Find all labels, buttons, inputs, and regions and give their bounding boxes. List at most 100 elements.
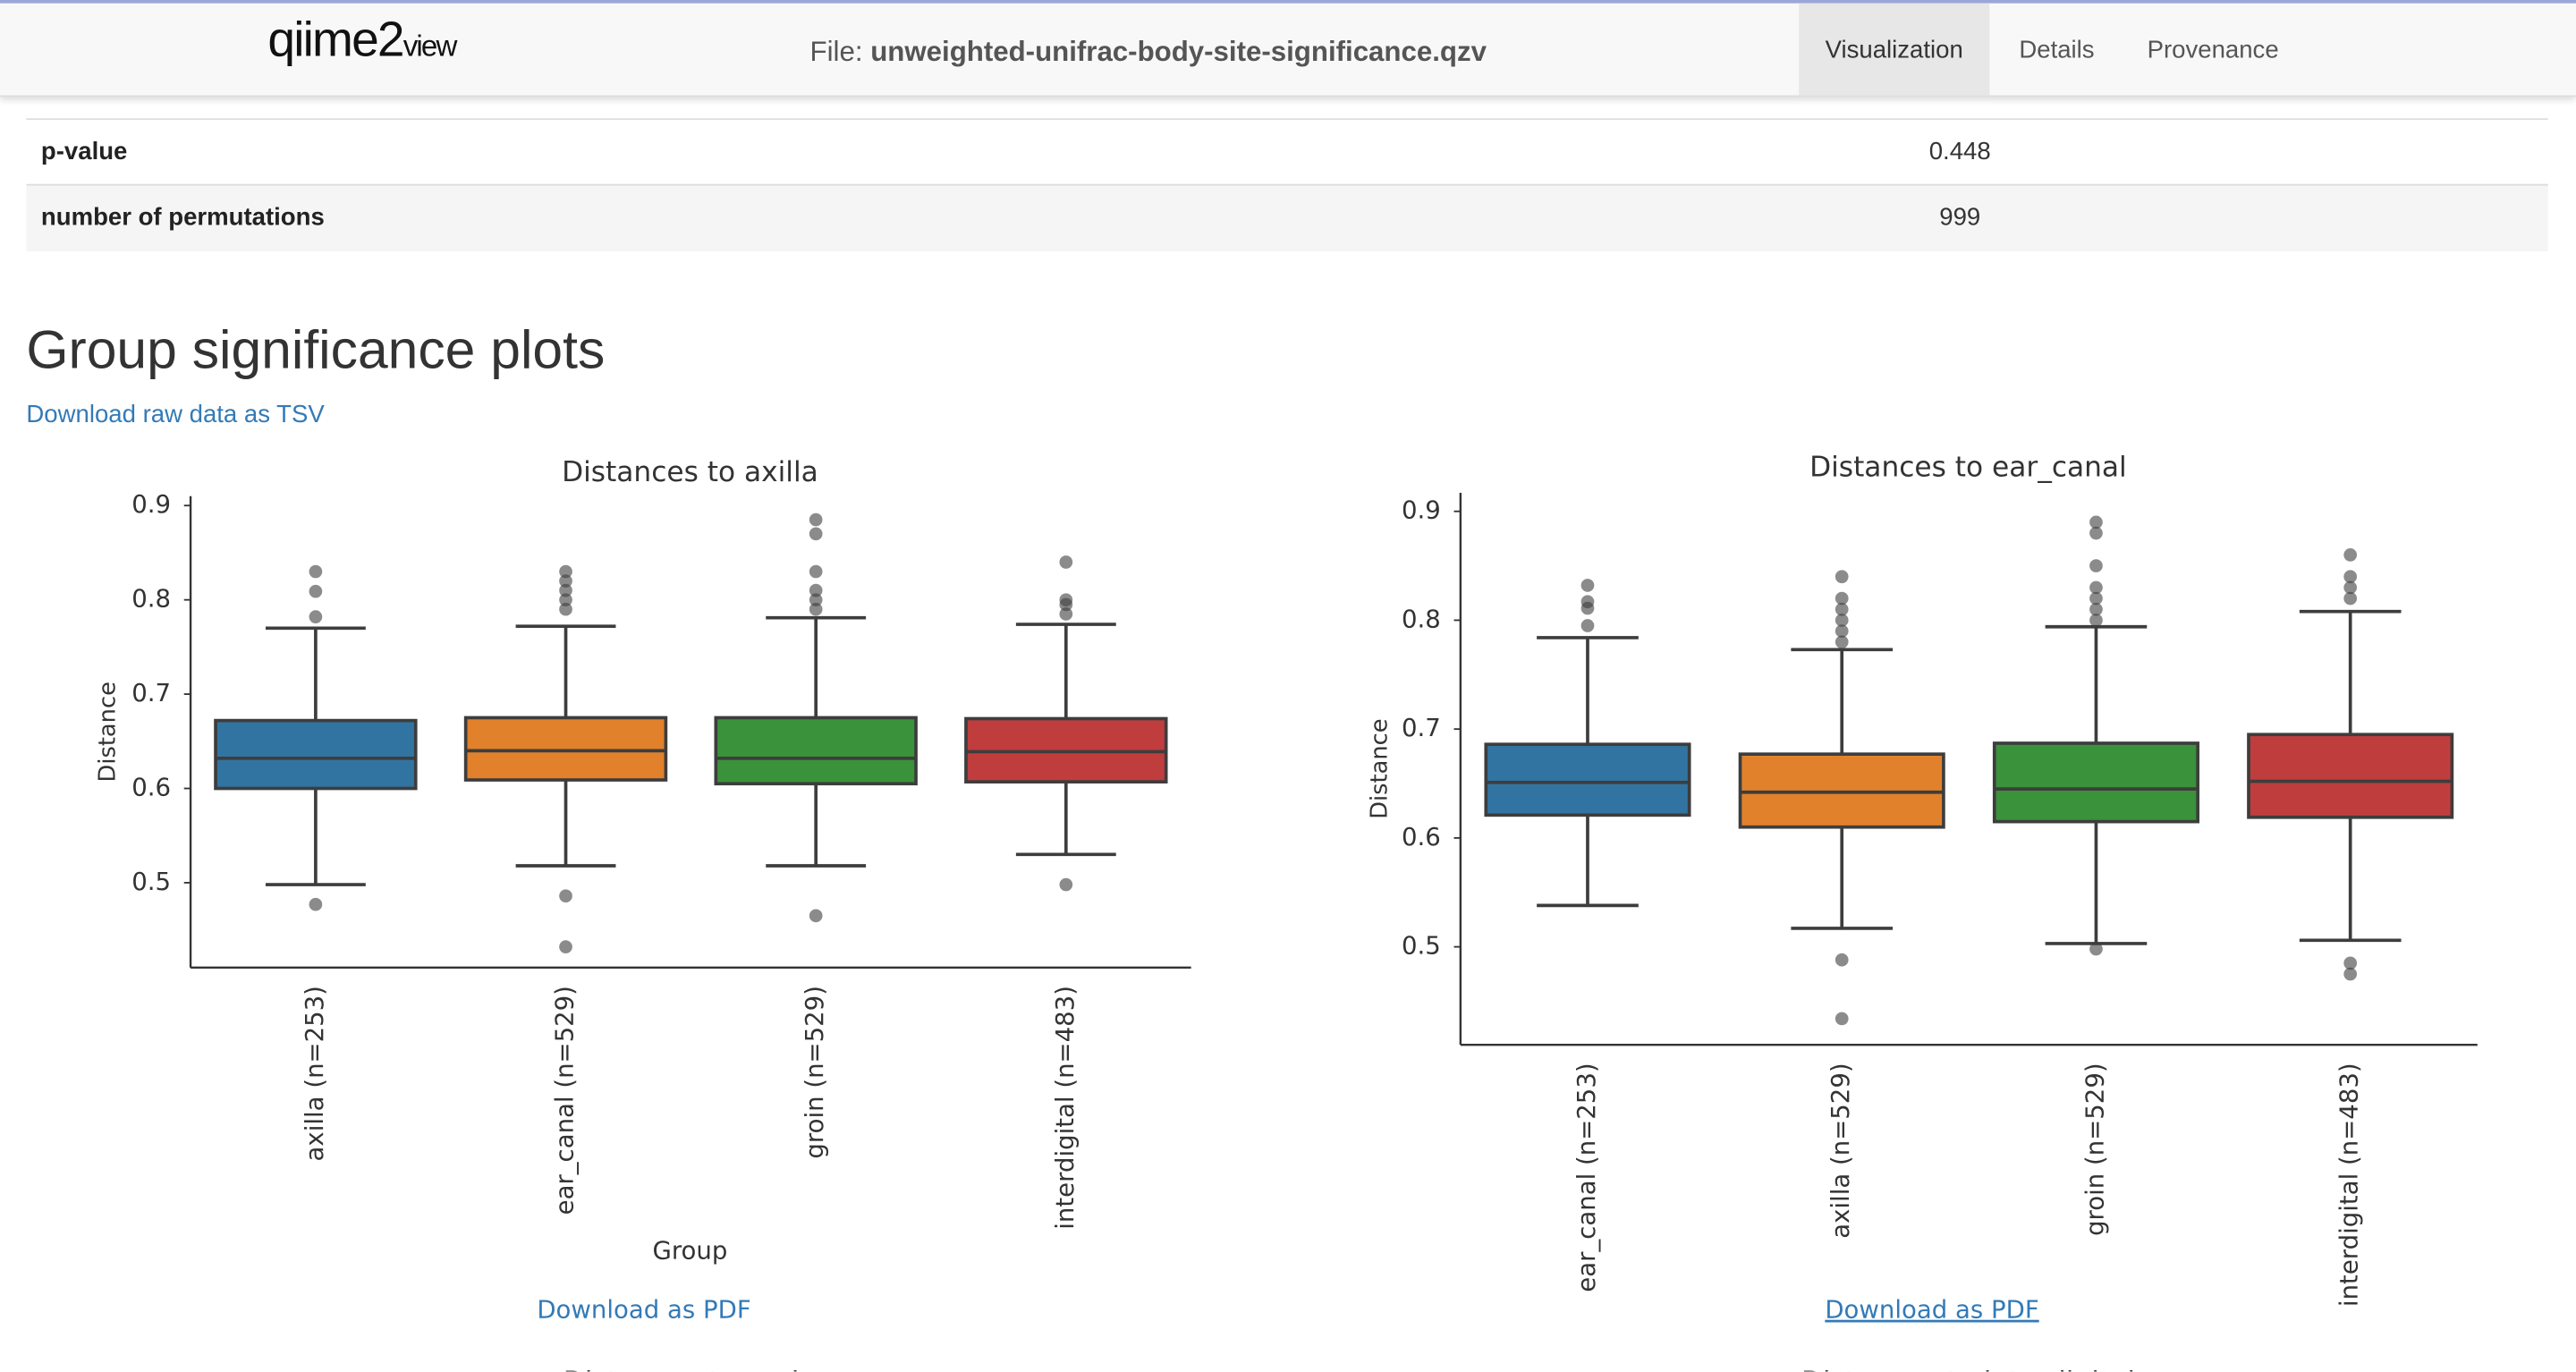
outlier — [809, 602, 823, 616]
outlier — [2089, 602, 2103, 616]
row-label: p-value — [40, 138, 128, 166]
outlier — [559, 940, 572, 953]
logo-text: qiime2 — [267, 13, 404, 68]
outlier — [809, 564, 823, 579]
outlier — [1059, 607, 1073, 621]
y-axis-label: Distance — [95, 682, 122, 782]
outlier — [559, 583, 572, 597]
outlier — [1580, 595, 1595, 609]
x-tick-label: groin (n=529) — [801, 986, 829, 1159]
outlier — [809, 512, 823, 527]
y-tick-label: 0.7 — [1402, 714, 1441, 742]
outlier — [309, 897, 323, 911]
outlier — [2343, 570, 2358, 584]
x-tick-label: interdigital (n=483) — [1051, 986, 1080, 1230]
y-tick-label: 0.8 — [1402, 605, 1441, 633]
outlier — [1580, 619, 1595, 632]
outlier — [559, 889, 572, 903]
pdf-link[interactable]: Download as PDF — [537, 1296, 750, 1325]
outlier — [809, 909, 823, 923]
outlier — [1059, 877, 1073, 892]
outlier — [2089, 591, 2103, 606]
outlier — [559, 593, 572, 607]
x-tick-label: axilla (n=529) — [1826, 1063, 1855, 1238]
row-label: number of permutations — [40, 203, 325, 232]
outlier — [809, 527, 823, 541]
outlier — [559, 564, 572, 579]
tab[interactable]: Provenance — [2147, 36, 2279, 64]
outlier — [1835, 614, 1849, 627]
outlier — [1059, 555, 1073, 569]
file-label: File: — [809, 36, 863, 68]
outlier — [2343, 580, 2358, 595]
outlier — [2343, 591, 2358, 606]
outlier — [1835, 570, 1849, 584]
outlier — [2089, 580, 2103, 595]
y-tick-label: 0.5 — [1402, 932, 1441, 961]
logo-suffix: view — [402, 30, 458, 63]
x-tick-label: ear_canal (n=529) — [551, 986, 580, 1215]
y-tick-label: 0.6 — [1402, 823, 1441, 851]
x-tick-label: ear_canal (n=253) — [1572, 1063, 1601, 1292]
section-title: Group significance plots — [26, 318, 606, 380]
table-row: number of permutations 999 — [26, 183, 2548, 252]
box — [1992, 741, 2199, 824]
outlier — [309, 610, 323, 623]
tab[interactable]: Visualization — [1799, 3, 1990, 96]
next-chart-title: Distances to interdigital — [1801, 1367, 2135, 1372]
box — [2247, 733, 2454, 819]
outlier — [2343, 956, 2358, 970]
chart-title: Distances to axilla — [562, 456, 818, 488]
next-chart-title: Distances to groin — [564, 1367, 817, 1372]
y-tick-label: 0.6 — [131, 774, 171, 802]
outlier — [2089, 942, 2103, 956]
outlier — [1835, 635, 1849, 649]
outlier — [2343, 967, 2358, 981]
outlier — [309, 564, 323, 579]
box — [714, 716, 918, 786]
outlier — [1835, 1012, 1849, 1026]
outlier — [2343, 548, 2358, 562]
y-tick-label: 0.5 — [131, 868, 171, 896]
x-tick-label: interdigital (n=483) — [2335, 1063, 2364, 1307]
outlier — [809, 583, 823, 597]
x-axis-label: Group — [652, 1237, 727, 1266]
file-info: File: unweighted-unifrac-body-site-signi… — [810, 36, 1487, 69]
download-link[interactable]: Download raw data as TSV — [26, 401, 325, 429]
box — [214, 718, 418, 791]
outlier — [1835, 602, 1849, 616]
x-tick-label: axilla (n=253) — [301, 986, 329, 1161]
file-name: unweighted-unifrac-body-site-significanc… — [870, 36, 1487, 68]
table-row: p-value 0.448 — [26, 118, 2548, 186]
chart-title: Distances to ear_canal — [1809, 451, 2127, 483]
outlier — [1835, 953, 1849, 967]
outlier — [309, 584, 323, 598]
outlier — [1835, 624, 1849, 638]
outlier — [809, 593, 823, 607]
row-value: 0.448 — [1928, 138, 1991, 166]
pdf-link[interactable]: Download as PDF — [1825, 1296, 2038, 1325]
y-tick-label: 0.9 — [131, 490, 171, 519]
y-tick-label: 0.9 — [1402, 496, 1441, 525]
y-tick-label: 0.8 — [131, 585, 171, 614]
tab[interactable]: Details — [2019, 36, 2095, 64]
y-axis-label: Distance — [1366, 718, 1393, 818]
row-value: 999 — [1939, 203, 1981, 232]
outlier — [1835, 591, 1849, 606]
x-tick-label: groin (n=529) — [2080, 1063, 2109, 1236]
outlier — [2089, 559, 2103, 572]
outlier — [1059, 593, 1073, 607]
y-tick-label: 0.7 — [131, 679, 171, 707]
outlier — [559, 574, 572, 588]
outlier — [559, 602, 572, 616]
outlier — [2089, 515, 2103, 529]
outlier — [1580, 579, 1595, 592]
outlier — [2089, 614, 2103, 627]
box — [463, 716, 668, 782]
outlier — [2089, 526, 2103, 540]
navbar: qiime2view File: unweighted-unifrac-body… — [0, 0, 2576, 97]
logo[interactable]: qiime2view — [267, 13, 458, 69]
box — [1484, 742, 1691, 817]
